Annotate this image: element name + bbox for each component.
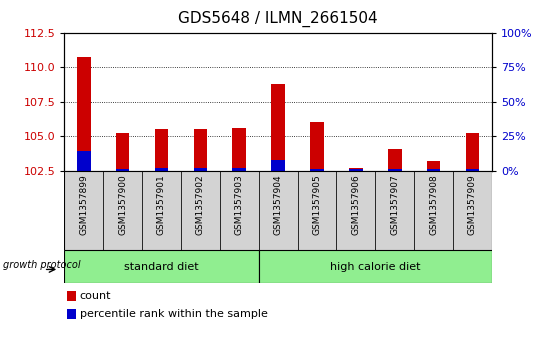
Bar <box>388 168 401 171</box>
Text: GDS5648 / ILMN_2661504: GDS5648 / ILMN_2661504 <box>178 11 378 27</box>
Text: count: count <box>80 291 111 301</box>
Bar <box>310 122 324 171</box>
Bar <box>466 168 479 171</box>
Bar <box>297 171 337 250</box>
Bar <box>375 171 414 250</box>
Bar <box>142 171 181 250</box>
Bar <box>67 309 76 319</box>
Bar <box>193 168 207 171</box>
Text: percentile rank within the sample: percentile rank within the sample <box>80 309 268 319</box>
Bar <box>64 250 259 283</box>
Bar <box>155 168 168 171</box>
Bar <box>271 84 285 171</box>
Bar <box>259 250 492 283</box>
Bar <box>388 148 401 171</box>
Text: GSM1357909: GSM1357909 <box>468 175 477 235</box>
Bar <box>466 133 479 171</box>
Bar <box>193 129 207 171</box>
Text: GSM1357904: GSM1357904 <box>273 175 283 235</box>
Text: GSM1357905: GSM1357905 <box>312 175 321 235</box>
Bar <box>233 168 246 171</box>
Bar <box>310 168 324 171</box>
Bar <box>453 171 492 250</box>
Bar <box>349 168 363 171</box>
Text: GSM1357906: GSM1357906 <box>352 175 361 235</box>
Bar <box>103 171 142 250</box>
Text: GSM1357899: GSM1357899 <box>79 175 88 235</box>
Text: GSM1357908: GSM1357908 <box>429 175 438 235</box>
Bar <box>349 169 363 171</box>
Bar <box>337 171 375 250</box>
Text: growth protocol: growth protocol <box>3 260 80 270</box>
Bar <box>116 133 129 171</box>
Bar <box>427 161 440 171</box>
Bar <box>259 171 297 250</box>
Text: GSM1357903: GSM1357903 <box>235 175 244 235</box>
Text: standard diet: standard diet <box>124 262 199 272</box>
Text: GSM1357901: GSM1357901 <box>157 175 166 235</box>
Text: GSM1357900: GSM1357900 <box>118 175 127 235</box>
Bar <box>77 57 91 171</box>
Text: GSM1357902: GSM1357902 <box>196 175 205 235</box>
Text: high calorie diet: high calorie diet <box>330 262 420 272</box>
Bar <box>220 171 259 250</box>
Bar <box>77 151 91 171</box>
Text: GSM1357907: GSM1357907 <box>390 175 399 235</box>
Bar <box>64 171 103 250</box>
Bar <box>67 291 76 301</box>
Bar <box>271 160 285 171</box>
Bar <box>233 128 246 171</box>
Bar <box>116 168 129 171</box>
Bar <box>155 129 168 171</box>
Bar <box>414 171 453 250</box>
Bar <box>427 169 440 171</box>
Bar <box>181 171 220 250</box>
